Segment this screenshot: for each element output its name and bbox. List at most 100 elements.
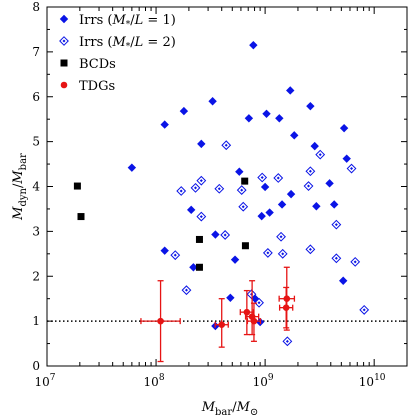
data-point (179, 106, 189, 116)
data-point (221, 140, 232, 151)
data-point (277, 248, 288, 259)
data-point-core (199, 215, 203, 219)
data-point (73, 182, 81, 190)
data-point (160, 246, 169, 255)
data-point (339, 123, 349, 133)
data-point (244, 114, 254, 123)
x-tick-label: 109 (253, 373, 274, 389)
data-point (315, 149, 326, 160)
data-point (260, 182, 270, 192)
data-point (254, 297, 264, 308)
data-point (77, 213, 85, 221)
data-point (257, 172, 268, 183)
data-point (310, 141, 319, 151)
data-point-core (279, 235, 283, 239)
x-tick-label: 108 (144, 373, 165, 389)
data-point (249, 40, 258, 50)
data-point-core (257, 301, 261, 305)
data-point (290, 131, 299, 140)
data-point (214, 183, 225, 194)
data-point (286, 189, 296, 199)
data-point (331, 253, 342, 264)
x-tick-label: 1010 (359, 373, 386, 389)
data-point (197, 139, 206, 149)
data-point-core (276, 176, 280, 180)
y-tick-label: 6 (32, 90, 40, 104)
data-point-core (353, 260, 357, 264)
data-point-core (194, 186, 198, 190)
axis-labels: Mbar​/M⊙​ Mdyn​/Mbar​ (11, 153, 258, 418)
data-point (346, 163, 357, 174)
data-point-core (350, 167, 354, 171)
legend: Irrs (M*/L = 1) Irrs (M*/L = 2) BCDs TDGs (59, 13, 176, 94)
data-point (282, 336, 293, 347)
data-point (195, 263, 203, 271)
data-point (186, 205, 196, 215)
data-point (303, 181, 314, 191)
data-point (208, 97, 217, 106)
legend-label: BCDs (79, 57, 116, 72)
data-point (277, 200, 287, 209)
y-tick-label: 8 (32, 0, 40, 14)
data-point-core (281, 252, 285, 256)
data-point-core (199, 179, 203, 183)
data-point (273, 173, 284, 183)
legend-entry-3: BCDs (60, 57, 116, 72)
data-point (342, 154, 351, 163)
data-point (262, 109, 271, 119)
data-points (73, 40, 370, 363)
data-point-core (179, 189, 183, 193)
data-point (181, 285, 192, 296)
data-point (238, 201, 249, 212)
legend-label: Irrs (M*/L = 1) (79, 13, 176, 30)
legend-marker (60, 81, 68, 89)
data-point-core (334, 223, 338, 227)
legend-label: TDGs (79, 79, 115, 94)
data-point (305, 244, 316, 255)
data-point-core (184, 288, 188, 292)
legend-marker (60, 59, 68, 67)
legend-entry-2: Irrs (M*/L = 2) (59, 35, 176, 52)
data-point-core (173, 253, 177, 257)
data-point-core (240, 188, 244, 192)
y-tick-label: 5 (32, 135, 40, 149)
data-point (226, 293, 235, 302)
data-point (160, 120, 169, 129)
y-tick-label: 7 (32, 45, 40, 59)
data-point (282, 304, 290, 311)
y-tick-label: 4 (32, 180, 40, 194)
legend-entry-1: Irrs (M*/L = 1) (59, 13, 176, 30)
data-point-core (334, 256, 338, 260)
data-point (236, 185, 247, 195)
data-point (306, 101, 315, 111)
data-point-core (260, 176, 264, 180)
data-point (250, 317, 258, 325)
data-point (359, 304, 370, 315)
legend-label: Irrs (M*/L = 2) (79, 35, 176, 52)
series-4 (140, 266, 296, 363)
data-point (275, 114, 284, 123)
data-point-core (308, 169, 312, 173)
legend-marker (59, 36, 69, 46)
data-point (170, 250, 181, 261)
data-point (286, 86, 295, 95)
series-3 (73, 177, 249, 271)
data-point (262, 248, 273, 258)
data-point (189, 263, 198, 272)
legend-marker-core (62, 39, 66, 43)
data-point (331, 219, 342, 230)
data-point-core (318, 153, 322, 157)
y-tick-label: 3 (32, 224, 40, 238)
data-point (220, 230, 231, 240)
data-point (241, 242, 249, 250)
data-point-core (266, 251, 270, 255)
data-point (196, 211, 207, 222)
data-point (176, 186, 187, 196)
data-point (257, 211, 266, 221)
x-tick-label: 107 (34, 373, 55, 389)
x-axis-label: Mbar​/M⊙​ (201, 400, 259, 418)
data-point (305, 166, 316, 177)
data-point (350, 256, 361, 267)
data-point (195, 235, 203, 243)
data-point-core (241, 205, 245, 209)
